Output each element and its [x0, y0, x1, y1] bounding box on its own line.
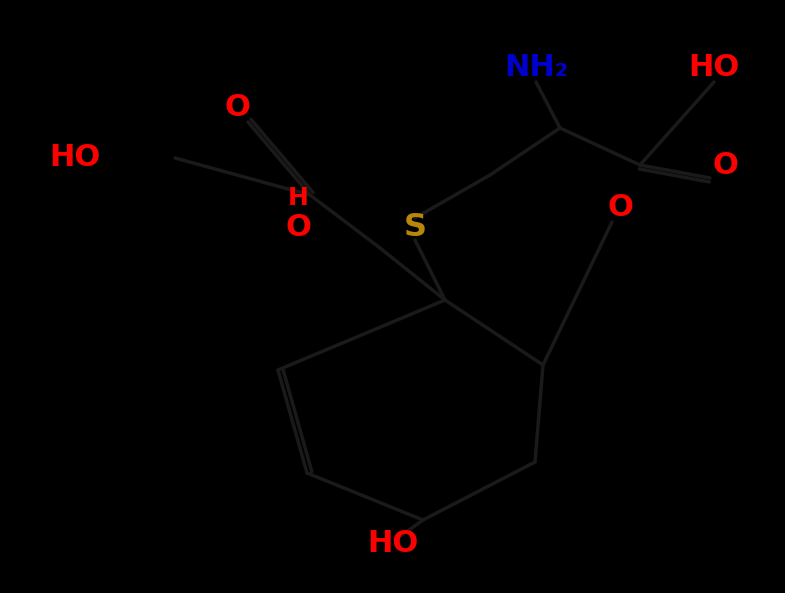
- Text: HO: HO: [367, 528, 418, 557]
- Text: HO: HO: [688, 53, 739, 82]
- Text: O: O: [712, 151, 738, 180]
- Text: HO: HO: [49, 144, 100, 173]
- Text: O: O: [285, 213, 311, 243]
- Text: S: S: [403, 212, 426, 244]
- Text: NH₂: NH₂: [504, 53, 568, 82]
- Text: H: H: [287, 186, 309, 210]
- Text: O: O: [607, 193, 633, 222]
- Text: O: O: [224, 94, 250, 123]
